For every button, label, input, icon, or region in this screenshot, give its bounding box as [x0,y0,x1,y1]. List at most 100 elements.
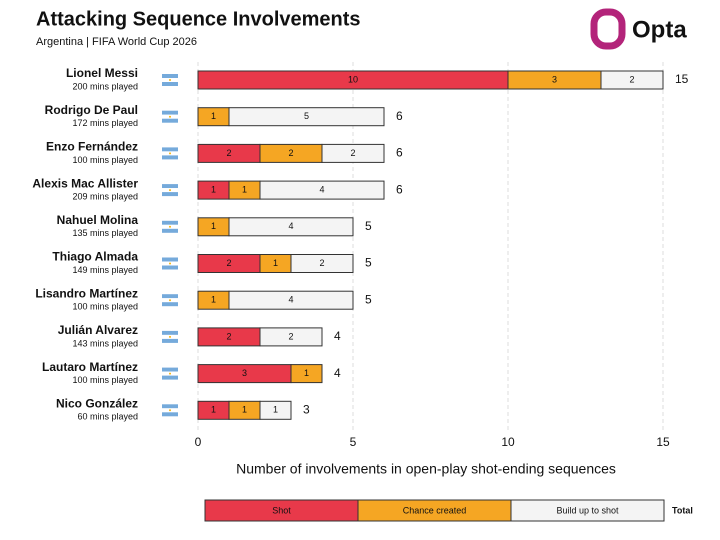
category-label: Lautaro Martínez [42,360,138,374]
legend-label: Build up to shot [556,505,619,515]
category-label: Julián Alvarez [58,323,138,337]
flag-icon [162,367,178,380]
chart-subtitle: Argentina | FIFA World Cup 2026 [36,36,197,48]
flag-stripe [162,367,178,372]
segment-label: 1 [242,405,247,415]
flag-sun [169,299,171,302]
category-label: Lisandro Martínez [35,286,138,300]
category-subtitle: 200 mins played [72,81,138,91]
total-label: 6 [396,109,403,123]
category-subtitle: 149 mins played [72,265,138,275]
flag-stripe [162,184,178,189]
flag-icon [162,294,178,307]
category-label: Rodrigo De Paul [45,103,138,117]
total-label: 5 [365,256,372,270]
category-subtitle: 100 mins played [72,155,138,165]
category-subtitle: 209 mins played [72,191,138,201]
segment-label: 1 [211,221,216,231]
x-tick-label: 15 [656,435,670,449]
category-label: Thiago Almada [52,250,138,264]
total-label: 6 [396,182,403,196]
flag-stripe [162,220,178,225]
flag-stripe [162,404,178,409]
flag-sun [169,335,171,338]
segment-label: 1 [211,405,216,415]
flag-stripe [162,82,178,86]
bar-segment [600,70,664,90]
segment-label: 3 [552,74,557,84]
x-tick-label: 5 [350,435,357,449]
flag-stripe [162,265,178,270]
flag-icon [162,220,178,233]
flag-stripe [162,74,178,78]
segment-label: 5 [304,111,309,121]
flag-stripe [162,375,178,380]
segment-label: 10 [348,74,358,84]
category-label: Enzo Fernández [46,140,138,154]
segment-label: 2 [350,148,355,158]
flag-icon [162,184,178,197]
segment-label: 3 [242,368,247,378]
total-label: 5 [365,292,372,306]
flag-stripe [162,118,178,123]
bar-segment [228,107,385,127]
flag-stripe [162,412,178,417]
bar-segment [290,364,323,384]
flag-sun [169,115,171,118]
segment-label: 4 [288,221,293,231]
flag-stripe [162,257,178,262]
category-subtitle: 100 mins played [72,375,138,385]
flag-sun [169,409,171,412]
flag-stripe [162,110,178,115]
bar-segment [228,290,354,310]
category-subtitle: 143 mins played [72,338,138,348]
category-label: Alexis Mac Allister [32,176,138,190]
flag-icon [162,330,178,343]
bar-segment [259,327,323,347]
segment-label: 4 [319,184,324,194]
flag-sun [169,152,171,155]
legend-swatch [510,499,665,522]
flag-icon [162,74,178,86]
flag-icon [162,147,178,160]
flag-stripe [162,302,178,307]
flag-icon [162,404,178,417]
segment-label: 1 [211,295,216,305]
total-label: 4 [334,329,341,343]
category-subtitle: 172 mins played [72,118,138,128]
segment-label: 2 [629,74,634,84]
category-label: Nico González [56,396,138,410]
logo-mark [590,8,626,50]
segment-label: 1 [273,405,278,415]
segment-label: 2 [226,148,231,158]
segment-label: 4 [288,295,293,305]
segment-label: 2 [288,331,293,341]
legend-total: Total [672,505,693,515]
bar-segment [290,254,354,273]
segment-label: 2 [288,148,293,158]
category-label: Nahuel Molina [57,213,139,227]
category-subtitle: 135 mins played [72,228,138,238]
flag-icon [162,257,178,270]
x-tick-label: 0 [195,435,202,449]
legend-label: Shot [272,505,291,515]
flag-sun [169,372,171,375]
brand-name: Opta [632,16,687,43]
flag-stripe [162,330,178,335]
bar-segment [259,180,385,200]
x-axis-label: Number of involvements in open-play shot… [236,461,616,477]
flag-stripe [162,147,178,152]
category-label: Lionel Messi [66,66,138,80]
flag-sun [169,225,171,228]
segment-label: 1 [211,111,216,121]
flag-sun [169,189,171,192]
flag-icon [162,110,178,123]
bar-segment [321,143,385,163]
total-label: 5 [365,219,372,233]
bar-segment [259,400,292,420]
segment-label: 1 [304,368,309,378]
segment-label: 1 [273,258,278,268]
flag-stripe [162,294,178,299]
bar-segment [228,217,354,237]
